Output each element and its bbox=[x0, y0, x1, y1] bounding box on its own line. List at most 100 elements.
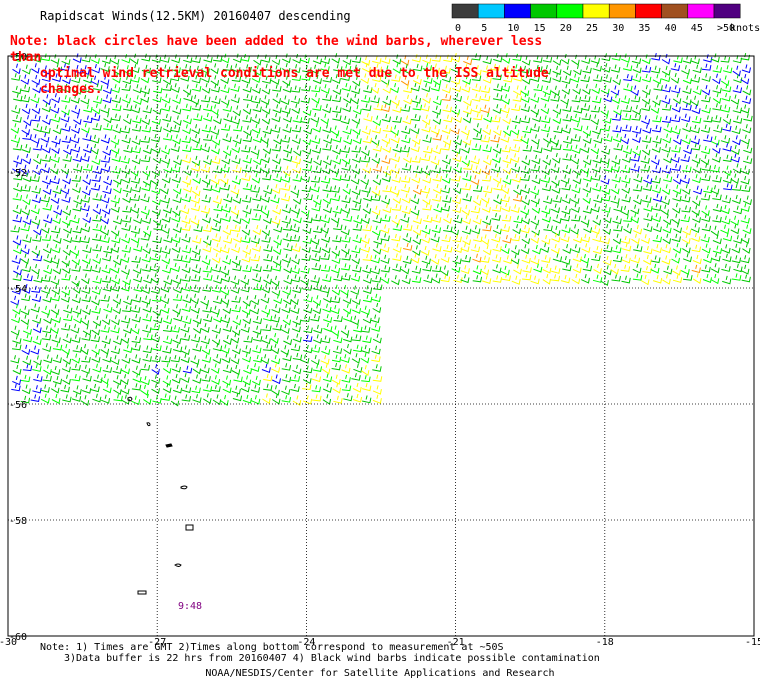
wind-barb bbox=[281, 62, 291, 74]
wind-barb bbox=[503, 65, 513, 74]
wind-barb bbox=[243, 93, 253, 102]
wind-barb bbox=[230, 205, 240, 216]
wind-barb bbox=[441, 65, 451, 74]
wind-barb bbox=[372, 115, 382, 126]
wind-barb bbox=[640, 274, 650, 286]
wind-barb bbox=[671, 125, 681, 135]
wind-barb bbox=[530, 73, 540, 83]
wind-barb bbox=[633, 224, 643, 235]
wind-barb bbox=[700, 154, 710, 166]
wind-barb bbox=[181, 215, 191, 224]
wind-barb bbox=[191, 274, 201, 282]
wind-barb bbox=[152, 75, 162, 84]
wind-barb bbox=[400, 263, 410, 275]
wind-barb bbox=[81, 333, 91, 341]
wind-barb bbox=[243, 125, 252, 136]
wind-barb bbox=[121, 83, 131, 91]
wind-barb bbox=[352, 382, 362, 393]
wind-barb bbox=[180, 72, 190, 82]
wind-barb bbox=[421, 83, 431, 93]
wind-barb bbox=[160, 64, 171, 73]
wind-barb bbox=[122, 324, 132, 334]
wind-barb bbox=[503, 74, 513, 83]
wind-barb bbox=[161, 145, 171, 155]
wind-barb bbox=[391, 174, 401, 183]
wind-barb bbox=[242, 313, 252, 325]
wind-barb bbox=[241, 224, 251, 236]
wind-barb bbox=[201, 213, 211, 224]
wind-barb bbox=[232, 193, 242, 204]
wind-barb bbox=[11, 73, 21, 81]
wind-barb bbox=[211, 384, 221, 392]
wind-barb bbox=[320, 63, 330, 72]
wind-barb bbox=[303, 304, 313, 314]
wind-barb bbox=[121, 244, 132, 253]
wind-barb bbox=[71, 363, 81, 371]
wind-barb bbox=[283, 243, 293, 252]
wind-barb bbox=[213, 54, 223, 62]
wind-barb bbox=[282, 223, 293, 231]
wind-barb bbox=[733, 74, 743, 84]
wind-barb bbox=[550, 243, 560, 254]
wind-barb bbox=[320, 175, 331, 184]
wind-barb bbox=[691, 143, 701, 151]
credit-line: NOAA/NESDIS/Center for Satellite Applica… bbox=[205, 668, 555, 679]
wind-barb bbox=[461, 83, 471, 93]
wind-barb bbox=[220, 294, 230, 306]
wind-barb bbox=[432, 105, 442, 115]
wind-barb bbox=[81, 273, 90, 285]
wind-barb bbox=[41, 83, 51, 93]
wind-barb bbox=[541, 255, 551, 263]
wind-barb bbox=[411, 275, 422, 283]
wind-barb bbox=[510, 254, 520, 265]
wind-barb bbox=[71, 105, 81, 115]
wind-barb bbox=[712, 234, 722, 245]
wind-barb bbox=[290, 343, 301, 352]
wind-barb bbox=[251, 395, 261, 405]
wind-barb bbox=[282, 285, 292, 296]
wind-barb bbox=[480, 265, 490, 276]
wind-barb bbox=[501, 94, 510, 105]
wind-barb bbox=[262, 264, 273, 272]
wind-barb bbox=[632, 73, 642, 83]
wind-barb bbox=[452, 82, 462, 93]
wind-barb bbox=[153, 314, 163, 324]
wind-barb bbox=[50, 153, 60, 163]
wind-barb bbox=[731, 243, 741, 254]
wind-barb bbox=[122, 113, 132, 125]
wind-barb bbox=[200, 322, 210, 333]
wind-barb bbox=[621, 254, 631, 264]
legend-swatch-0 bbox=[451, 3, 479, 19]
wind-barb bbox=[371, 293, 381, 303]
wind-barb bbox=[701, 84, 711, 96]
wind-barb bbox=[13, 265, 22, 276]
wind-barb bbox=[112, 365, 122, 375]
wind-barb bbox=[131, 184, 141, 193]
wind-barb bbox=[81, 185, 91, 196]
wind-barb bbox=[593, 134, 603, 144]
wind-barb bbox=[722, 232, 733, 242]
wind-barb bbox=[521, 195, 530, 206]
wind-barb bbox=[251, 375, 261, 386]
wind-barb bbox=[110, 202, 120, 213]
wind-barb bbox=[160, 54, 170, 63]
wind-barb bbox=[630, 95, 641, 103]
note-line-2: optimal wind retrieval conditions are me… bbox=[40, 66, 549, 97]
wind-barb bbox=[132, 365, 141, 376]
wind-barb bbox=[210, 63, 219, 75]
wind-barb bbox=[203, 133, 213, 142]
wind-barb bbox=[90, 112, 101, 122]
wind-barb bbox=[231, 155, 241, 165]
wind-barb bbox=[241, 172, 251, 182]
wind-barb bbox=[482, 275, 492, 285]
wind-barb bbox=[312, 334, 322, 344]
wind-barb bbox=[142, 313, 152, 322]
wind-barb bbox=[271, 164, 282, 173]
wind-barb bbox=[730, 144, 740, 155]
wind-barb bbox=[181, 274, 191, 282]
wind-barb bbox=[73, 114, 82, 126]
wind-barb bbox=[271, 354, 281, 365]
wind-barb bbox=[311, 85, 321, 93]
wind-barb bbox=[83, 74, 93, 84]
wind-barb bbox=[231, 74, 242, 82]
